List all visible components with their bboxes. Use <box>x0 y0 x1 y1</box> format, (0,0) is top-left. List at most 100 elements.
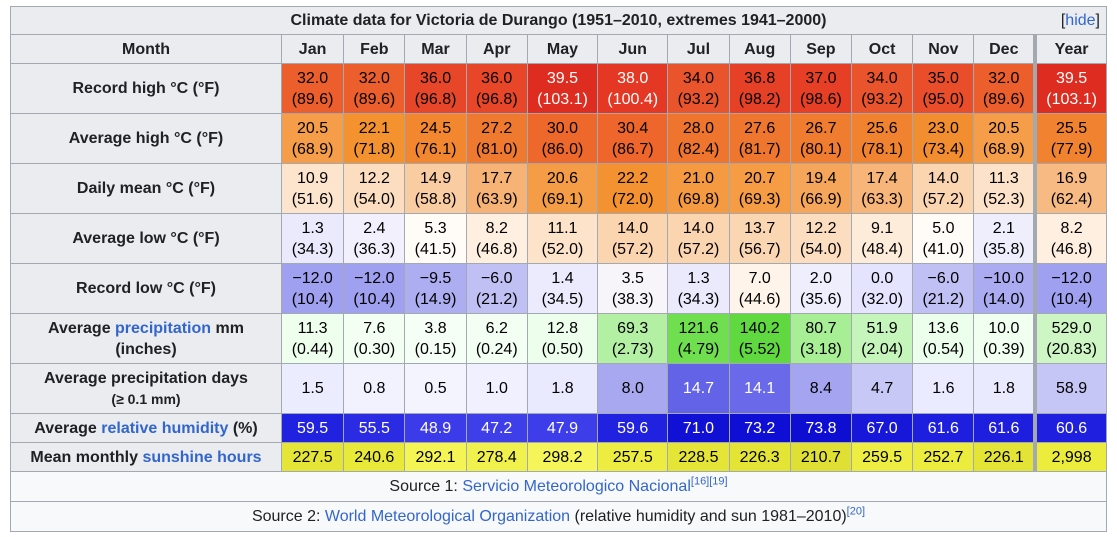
link-relative-humidity[interactable]: relative humidity <box>101 419 229 437</box>
value-cell: 8.2 (46.8) <box>465 213 528 264</box>
value: 48.9 <box>419 419 452 437</box>
value-cell: 55.5 <box>343 413 406 443</box>
value-cell: 226.3 <box>728 442 791 472</box>
value: 7.6 <box>363 319 386 337</box>
value-cell: 14.7 <box>667 363 730 414</box>
value: 34.0 <box>866 69 898 87</box>
value-fahrenheit: (103.1) <box>537 90 588 108</box>
value-cell: 0.0 (32.0) <box>851 263 914 314</box>
value-cell: 22.2 (72.0) <box>597 163 669 214</box>
label-text: Average high °C (°F) <box>68 130 224 147</box>
value-cell: 121.6 (4.79) <box>667 313 730 364</box>
value-fahrenheit: (21.2) <box>475 290 518 308</box>
value-cell: 292.1 <box>404 442 467 472</box>
value: 73.2 <box>744 419 776 437</box>
value-cell: 257.5 <box>597 442 669 472</box>
value-fahrenheit: (57.2) <box>611 240 654 258</box>
month-jul: Jul <box>667 34 730 64</box>
value: 11.3 <box>297 319 328 337</box>
value-fahrenheit: (63.9) <box>475 190 518 208</box>
value: 9.1 <box>871 219 894 237</box>
value: 0.8 <box>363 380 386 397</box>
value-fahrenheit: (5.52) <box>738 340 781 358</box>
value-cell: 32.0 (89.6) <box>973 63 1036 114</box>
value: 39.5 <box>1056 69 1088 87</box>
value: 1.3 <box>687 269 710 287</box>
value-fahrenheit: (98.2) <box>738 90 781 108</box>
value: 47.2 <box>481 419 513 437</box>
value: 20.6 <box>546 169 579 187</box>
value-cell: 20.5 (68.9) <box>973 113 1036 164</box>
value-fahrenheit: (93.2) <box>677 90 720 108</box>
source-row: Source 1: Servicio Meteorologico Naciona… <box>10 471 1107 502</box>
label-text: Average <box>48 319 116 337</box>
hide-link[interactable]: hide <box>1065 12 1096 29</box>
value-cell: 67.0 <box>851 413 914 443</box>
value-fahrenheit: (82.4) <box>677 140 720 158</box>
citation-link[interactable]: [20] <box>846 505 866 518</box>
value-cell: 14.0 (57.2) <box>667 213 730 264</box>
value-fahrenheit: (10.4) <box>1050 290 1093 308</box>
value-cell: 20.7 (69.3) <box>728 163 791 214</box>
value-cell: 7.6 (0.30) <box>343 313 406 364</box>
value-cell: 47.2 <box>465 413 528 443</box>
value-cell: 38.0 (100.4) <box>597 63 669 114</box>
hide-toggle[interactable]: [hide] <box>1060 12 1100 29</box>
value: 59.5 <box>297 419 329 437</box>
source-1: Source 1: Servicio Meteorologico Naciona… <box>10 471 1107 502</box>
value-cell: 13.7 (56.7) <box>728 213 791 264</box>
value-cell: 240.6 <box>343 442 406 472</box>
table-row: Average high °C (°F) 20.5 (68.9) 22.1 (71.8)… <box>10 113 1108 164</box>
value: 28.0 <box>682 119 715 137</box>
value-fahrenheit: (80.1) <box>800 140 842 158</box>
value-cell: 2.4 (36.3) <box>343 213 406 264</box>
year-value-cell: 58.9 <box>1033 363 1108 414</box>
label-text: (inches) <box>115 340 177 358</box>
value-fahrenheit: (81.7) <box>738 140 781 158</box>
value-cell: 1.6 <box>912 363 975 414</box>
label-text: mm <box>211 319 244 337</box>
link-world-meteorological-organization[interactable]: World Meteorological Organization <box>324 508 571 525</box>
value: 21.0 <box>682 169 715 187</box>
table-row: Mean monthly sunshine hours 227.5 240.6 292… <box>10 442 1108 472</box>
value-fahrenheit: (46.8) <box>1050 240 1093 258</box>
value: 19.4 <box>805 169 837 187</box>
link-servicio-meteorologico-nacional[interactable]: Servicio Meteorologico Nacional <box>462 478 691 495</box>
month-may: May <box>526 34 599 64</box>
value-fahrenheit: (0.44) <box>291 340 334 358</box>
month-jun: Jun <box>597 34 669 64</box>
value: 22.1 <box>358 119 390 137</box>
value-fahrenheit: (57.2) <box>677 240 720 258</box>
value-fahrenheit: (96.8) <box>414 90 457 108</box>
value-cell: 140.2 (5.52) <box>728 313 791 364</box>
value-cell: 27.6 (81.7) <box>728 113 791 164</box>
value-cell: 11.3 (0.44) <box>280 313 345 364</box>
source-row: Source 2: World Meteorological Organizat… <box>10 501 1107 532</box>
link-sunshine-hours[interactable]: sunshine hours <box>142 448 262 466</box>
value: 36.0 <box>419 69 452 87</box>
value: 11.3 <box>988 169 1019 187</box>
link-precipitation[interactable]: precipitation <box>115 319 212 337</box>
value-fahrenheit: (0.30) <box>353 340 396 358</box>
year-value-cell: 39.5 (103.1) <box>1033 63 1108 114</box>
value-cell: 11.3 (52.3) <box>973 163 1036 214</box>
value-fahrenheit: (48.4) <box>861 240 904 258</box>
value-fahrenheit: (3.18) <box>800 340 842 358</box>
row-label: Average high °C (°F) <box>10 113 282 164</box>
value-fahrenheit: (20.83) <box>1046 340 1097 358</box>
citation-link[interactable]: [16] <box>690 475 710 488</box>
value-cell: 10.9 (51.6) <box>280 163 345 214</box>
value-fahrenheit: (78.1) <box>861 140 904 158</box>
value: 16.9 <box>1056 169 1088 187</box>
citation-link[interactable]: [19] <box>709 475 728 488</box>
value-fahrenheit: (2.73) <box>611 340 654 358</box>
value: 140.2 <box>739 319 780 337</box>
value-fahrenheit: (0.50) <box>541 340 584 358</box>
value: 10.9 <box>297 169 329 187</box>
value-cell: 10.0 (0.39) <box>973 313 1036 364</box>
year-value-cell: 16.9 (62.4) <box>1033 163 1108 214</box>
value-cell: 25.6 (78.1) <box>851 113 914 164</box>
value-cell: 32.0 (89.6) <box>280 63 345 114</box>
value-cell: 19.4 (66.9) <box>789 163 853 214</box>
value-fahrenheit: (4.79) <box>677 340 720 358</box>
